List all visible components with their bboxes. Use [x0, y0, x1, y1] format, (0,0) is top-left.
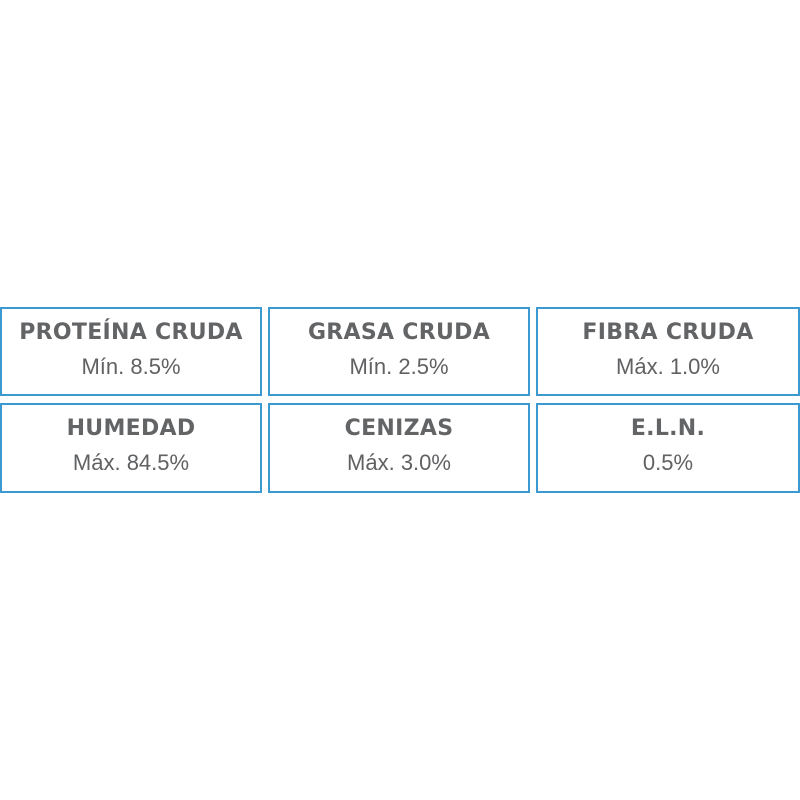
- nutrient-value: Máx. 84.5%: [72, 450, 190, 475]
- nutrient-label: E.L.N.: [630, 416, 706, 441]
- nutrient-label: GRASA CRUDA: [307, 320, 491, 345]
- nutrient-value: Máx. 3.0%: [347, 450, 451, 475]
- nutrient-value: 0.5%: [642, 450, 694, 475]
- nutrient-label: PROTEÍNA CRUDA: [19, 320, 243, 345]
- nutrient-cell-fiber: FIBRA CRUDA Máx. 1.0%: [536, 307, 800, 396]
- nutrient-value: Mín. 8.5%: [81, 354, 181, 379]
- nutrient-label: CENIZAS: [344, 416, 454, 441]
- nutrient-cell-ash: CENIZAS Máx. 3.0%: [268, 403, 530, 493]
- nutrient-cell-eln: E.L.N. 0.5%: [536, 403, 800, 493]
- nutrient-cell-moisture: HUMEDAD Máx. 84.5%: [0, 403, 262, 493]
- nutrient-label: FIBRA CRUDA: [582, 320, 754, 345]
- nutrient-value: Máx. 1.0%: [616, 354, 720, 379]
- nutrient-table: PROTEÍNA CRUDA Mín. 8.5% GRASA CRUDA Mín…: [0, 307, 800, 495]
- nutrient-value: Mín. 2.5%: [349, 354, 449, 379]
- nutrient-cell-fat: GRASA CRUDA Mín. 2.5%: [268, 307, 530, 396]
- nutrient-cell-protein: PROTEÍNA CRUDA Mín. 8.5%: [0, 307, 262, 396]
- nutrient-label: HUMEDAD: [66, 416, 196, 441]
